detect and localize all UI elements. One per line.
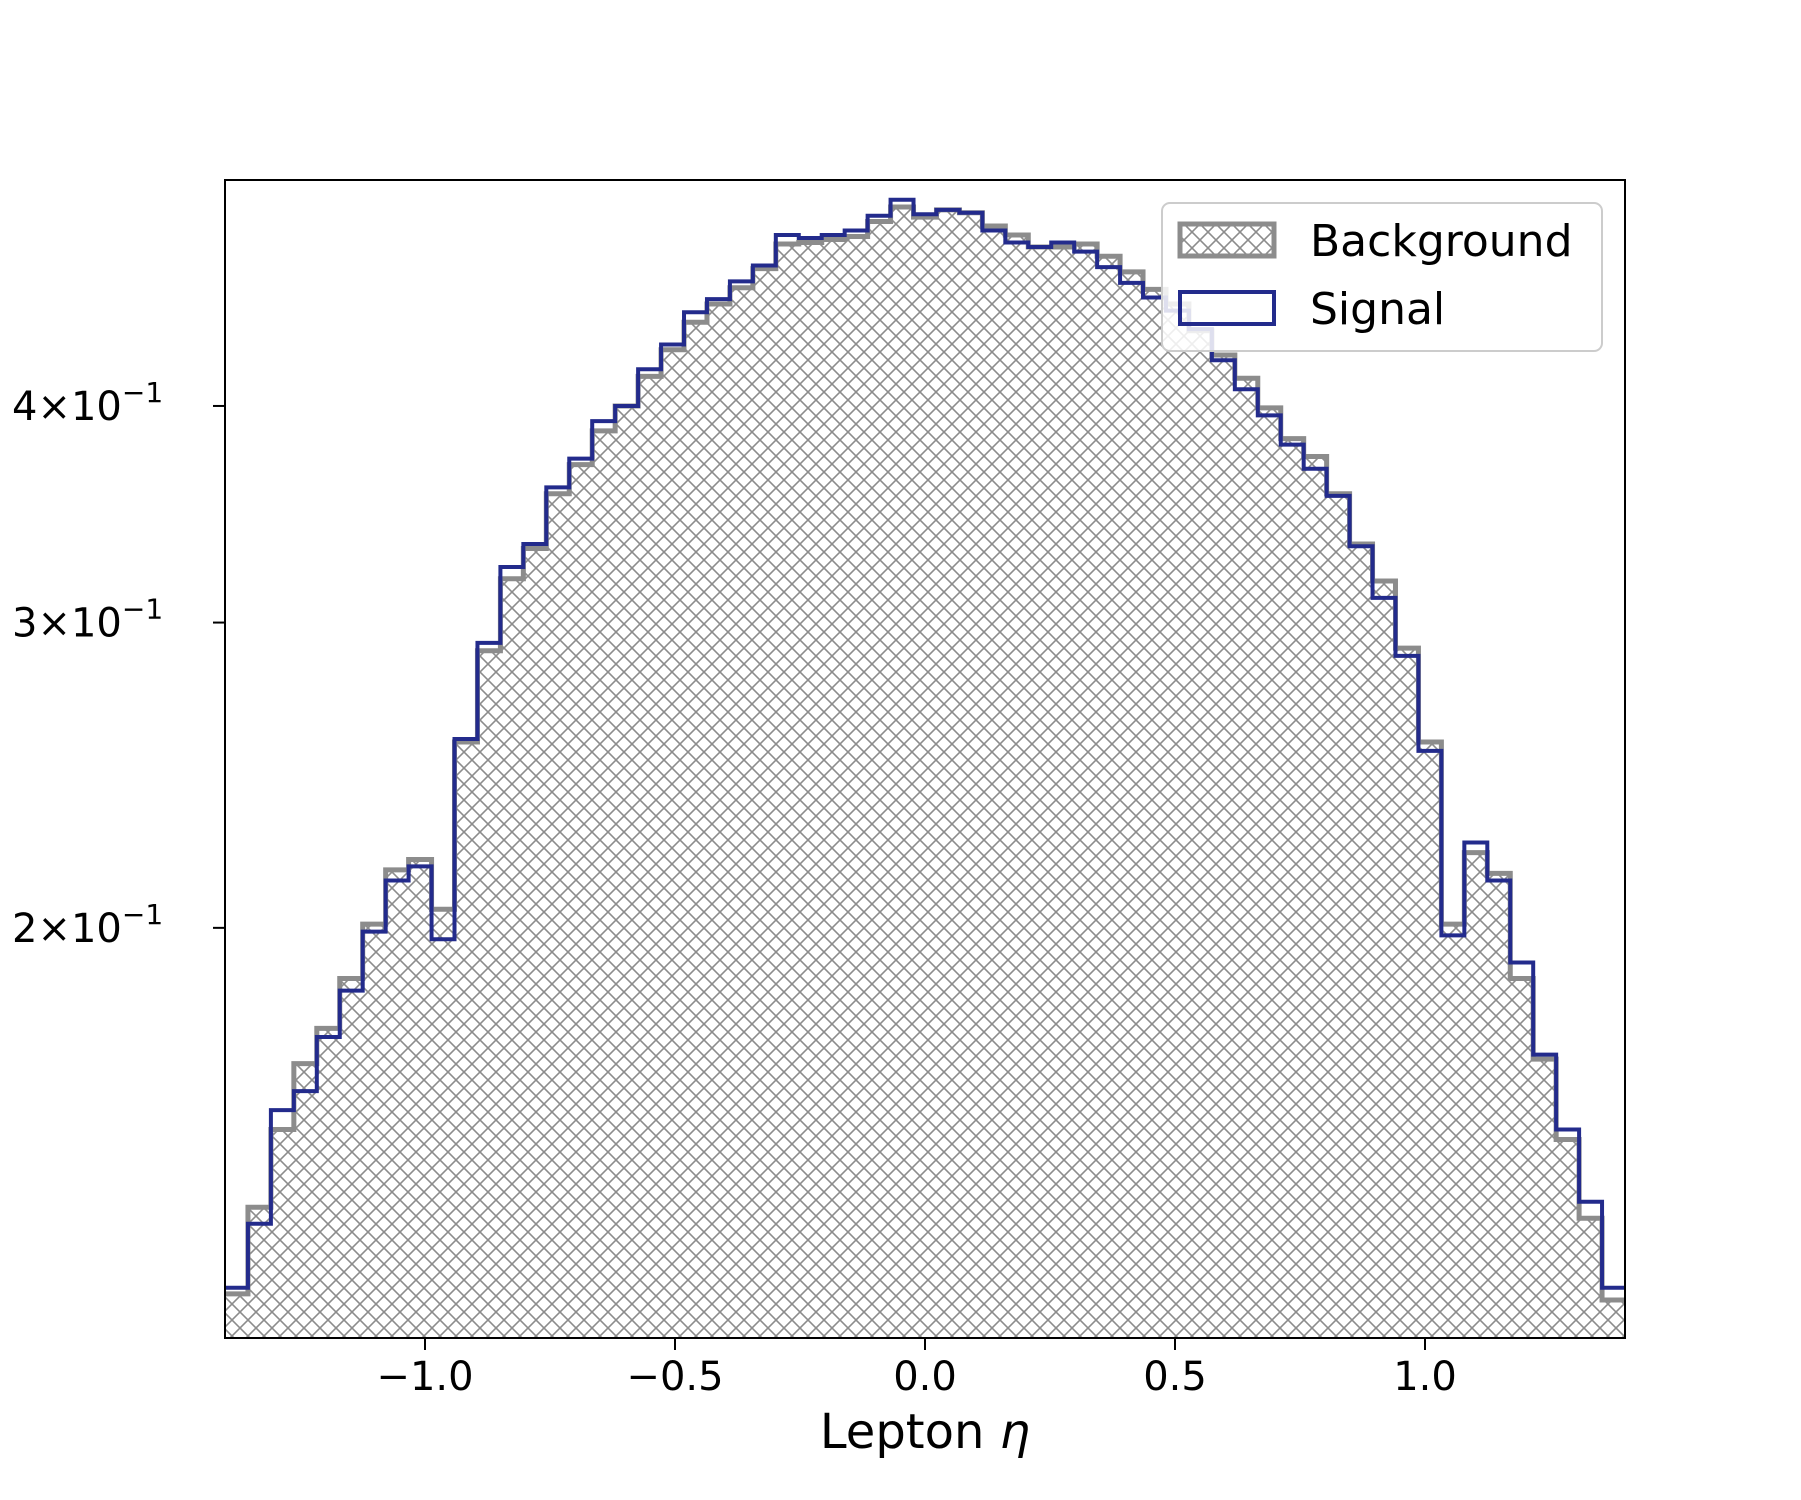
background-series-fill — [225, 206, 1625, 1338]
x-tick-label: 0.0 — [893, 1354, 957, 1400]
y-tick-label: 3×10−1 — [12, 593, 163, 647]
plot-area — [225, 197, 1625, 1338]
y-tick-label: 2×10−1 — [12, 898, 163, 952]
y-axis-ticks: 2×10−1 3×10−1 4×10−1 — [12, 376, 225, 952]
x-tick-label: −0.5 — [626, 1354, 723, 1400]
x-tick-label: 1.0 — [1393, 1354, 1457, 1400]
x-tick-label: −1.0 — [376, 1354, 473, 1400]
x-tick-label: 0.5 — [1143, 1354, 1207, 1400]
legend-swatch-signal — [1178, 290, 1276, 326]
legend-label-background: Background — [1310, 216, 1573, 267]
legend: Background Signal — [1161, 202, 1603, 352]
signal-series-line — [225, 197, 1625, 1290]
x-axis-ticks: −1.0 −0.5 0.0 0.5 1.0 — [376, 1338, 1457, 1400]
x-axis-label: Lepton η — [820, 1404, 1030, 1460]
legend-label-signal: Signal — [1310, 284, 1445, 335]
y-tick-label: 4×10−1 — [12, 376, 163, 430]
legend-swatch-background — [1177, 221, 1277, 259]
